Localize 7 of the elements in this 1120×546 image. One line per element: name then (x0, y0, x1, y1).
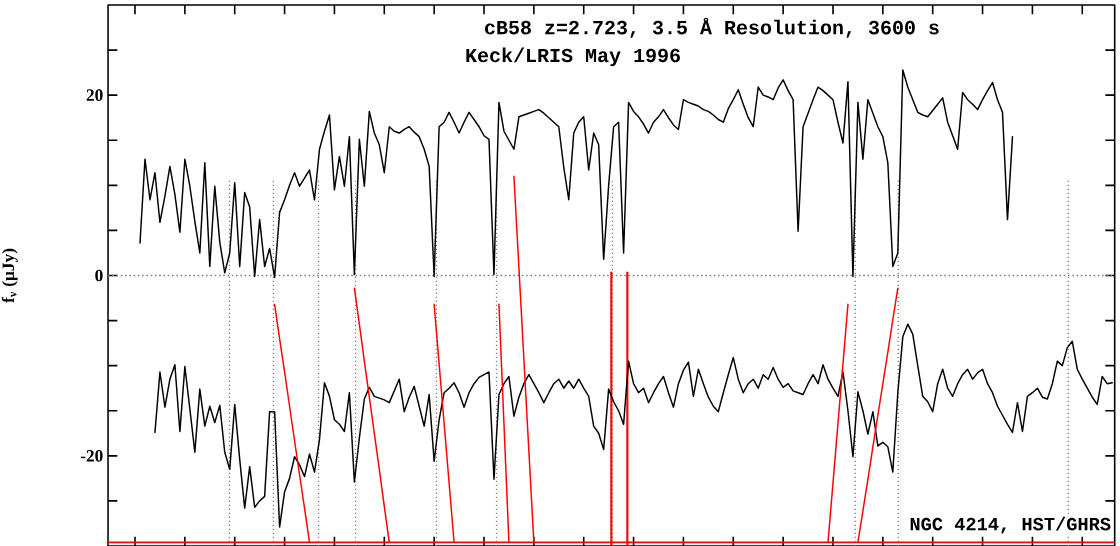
text: cB58 z=2.723, 3.5 Å Resolution, 3600 s (485, 17, 939, 38)
text: Keck/LRIS May 1996 (466, 47, 680, 67)
y-tick-label: 0 (95, 269, 103, 282)
annotation: NGC 4214, HST/GHRS (910, 516, 1111, 534)
y-tick-label: 20 (86, 89, 103, 102)
y-tick-label: -20 (80, 449, 103, 462)
y-axis-title: f$_{ν}$ (μJy) (1, 248, 18, 303)
